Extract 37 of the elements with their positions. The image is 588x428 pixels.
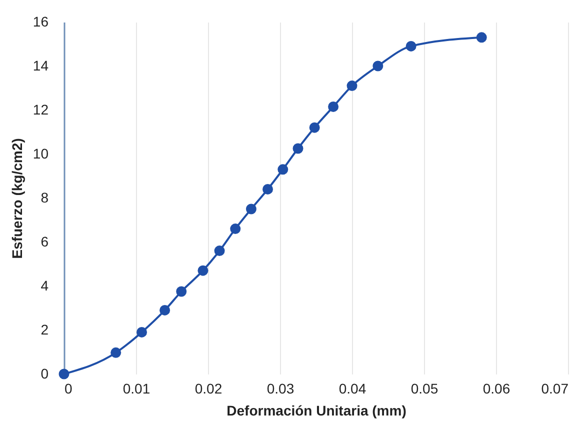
y-tick-label: 2 — [40, 322, 49, 338]
y-axis-title: Esfuerzo (kg/cm2) — [8, 138, 25, 259]
point — [198, 265, 208, 276]
x-tick-label: 0.07 — [541, 380, 569, 396]
point — [309, 122, 320, 133]
point — [372, 60, 384, 72]
y-tick-label: 12 — [32, 102, 49, 118]
y-tick-label: 16 — [32, 14, 49, 30]
x-tick-label: 0 — [64, 380, 72, 396]
y-tick-label: 6 — [40, 234, 49, 250]
x-axis-title: Deformación Unitaria (mm) — [226, 402, 406, 418]
point — [292, 143, 304, 154]
point — [278, 164, 288, 175]
x-tick-label: 0.01 — [122, 380, 150, 396]
point — [246, 204, 256, 214]
point — [58, 368, 70, 380]
y-tick-label: 8 — [40, 190, 49, 206]
point — [110, 347, 122, 358]
point — [476, 32, 487, 43]
point — [160, 304, 170, 316]
y-tick-label: 4 — [40, 278, 49, 294]
x-tick-label: 0.05 — [410, 380, 438, 396]
x-tick-label: 0.06 — [482, 380, 510, 396]
x-tick-label: 0.04 — [338, 380, 366, 396]
point — [328, 101, 339, 112]
point — [214, 246, 225, 256]
x-tick-label: 0.03 — [266, 380, 294, 396]
y-tick-label: 0 — [40, 366, 49, 382]
point — [136, 326, 148, 338]
point — [406, 40, 416, 52]
y-tick-label: 14 — [32, 58, 49, 74]
point — [230, 224, 241, 234]
point — [262, 184, 274, 194]
x-tick-label: 0.02 — [194, 380, 222, 396]
point — [176, 286, 187, 297]
y-tick-label: 10 — [32, 146, 49, 162]
point — [346, 80, 358, 92]
